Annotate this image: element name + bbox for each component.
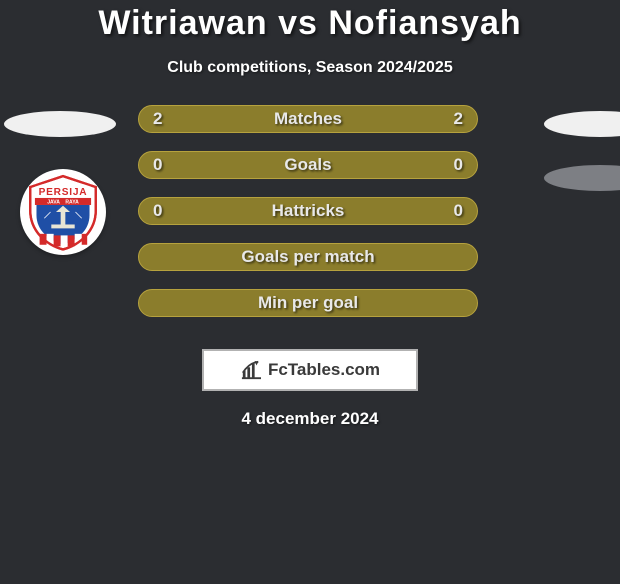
svg-text:PERSIJA: PERSIJA <box>39 187 88 198</box>
left-ellipse-1 <box>4 111 116 137</box>
stat-row: Min per goal <box>138 289 478 317</box>
right-ellipse-1 <box>544 111 620 137</box>
stat-row: Goals per match <box>138 243 478 271</box>
page-title: Witriawan vs Nofiansyah <box>0 4 620 43</box>
right-ellipse-2 <box>544 165 620 191</box>
bar-chart-icon <box>240 360 262 380</box>
stat-row: Hattricks 0 0 <box>138 197 478 225</box>
stat-value-right: 0 <box>454 155 463 175</box>
stat-value-left: 0 <box>153 155 162 175</box>
stat-value-left: 0 <box>153 201 162 221</box>
persija-shield-icon: PERSIJA JAVA RAYA <box>24 173 102 251</box>
stat-label: Min per goal <box>258 293 358 313</box>
footer-brand-badge: FcTables.com <box>202 349 418 391</box>
stat-rows: Matches 2 2 Goals 0 0 Hattricks 0 0 Goals per mat… <box>138 105 478 335</box>
stat-label: Matches <box>274 109 342 129</box>
stat-label: Goals per match <box>241 247 374 267</box>
club-badge-persija: PERSIJA JAVA RAYA <box>20 169 106 255</box>
stat-row: Goals 0 0 <box>138 151 478 179</box>
stat-value-right: 0 <box>454 201 463 221</box>
comparison-arena: PERSIJA JAVA RAYA Matches22Go <box>0 105 620 335</box>
stat-row: Matches 2 2 <box>138 105 478 133</box>
stat-value-right: 2 <box>454 109 463 129</box>
stat-label: Goals <box>284 155 331 175</box>
date-text: 4 december 2024 <box>0 409 620 429</box>
subtitle: Club competitions, Season 2024/2025 <box>0 59 620 77</box>
stat-label: Hattricks <box>272 201 345 221</box>
svg-text:JAVA RAYA: JAVA RAYA <box>47 199 79 205</box>
footer-brand-text: FcTables.com <box>268 360 380 380</box>
stat-value-left: 2 <box>153 109 162 129</box>
